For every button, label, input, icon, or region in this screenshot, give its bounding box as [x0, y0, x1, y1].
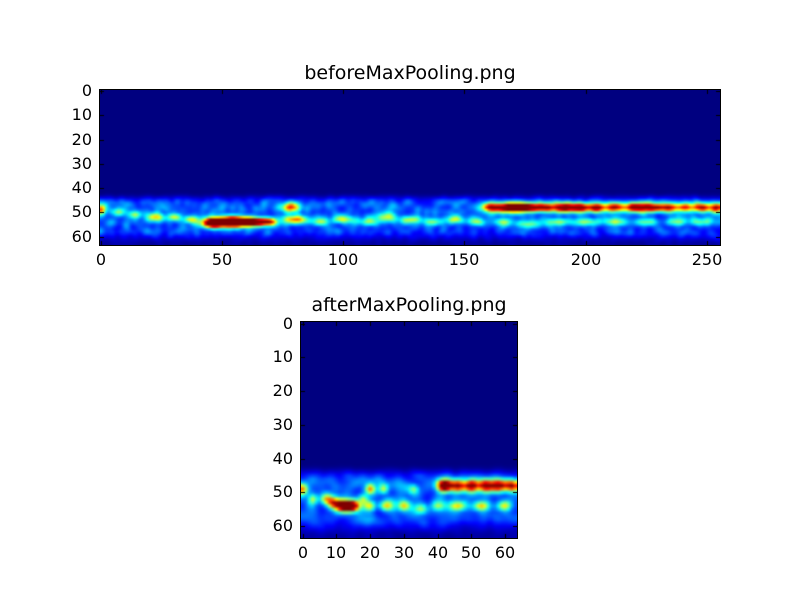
- y-tick-label: 20: [71, 130, 92, 149]
- x-tick-label: 20: [359, 543, 381, 562]
- before-maxpooling-heatmap-image: [100, 90, 720, 245]
- y-tick-label: 0: [81, 81, 92, 100]
- y-tick-label: 20: [272, 381, 293, 400]
- x-tick-label: 200: [570, 250, 602, 269]
- x-tick-label: 60: [494, 543, 516, 562]
- x-tick-label: 30: [393, 543, 415, 562]
- y-tick-label: 30: [71, 154, 92, 173]
- after-maxpooling-heatmap-image: [301, 322, 517, 538]
- y-tick-label: 40: [272, 449, 293, 468]
- y-tick-label: 50: [272, 482, 293, 501]
- y-tick-label: 60: [272, 516, 293, 535]
- x-tick-label: 100: [327, 250, 359, 269]
- before-maxpooling-title: beforeMaxPooling.png: [304, 62, 516, 84]
- before-maxpooling-plot: beforeMaxPooling.png 0 50 100 150 200 250 0 10 2…: [72, 64, 723, 268]
- x-tick-label: 250: [691, 250, 723, 269]
- x-tick-label: 0: [297, 543, 309, 562]
- y-tick-label: 10: [71, 105, 92, 124]
- x-tick-label: 150: [448, 250, 480, 269]
- x-tick-label: 40: [427, 543, 449, 562]
- x-tick-label: 50: [211, 250, 233, 269]
- x-tick-label: 50: [460, 543, 482, 562]
- y-tick-label: 0: [282, 314, 293, 333]
- x-tick-label: 10: [325, 543, 347, 562]
- after-maxpooling-plot: afterMaxPooling.png 0 10 20 30 40 50 60 0 10 20 30…: [273, 296, 518, 561]
- y-tick-label: 50: [71, 202, 92, 221]
- y-tick-label: 10: [272, 347, 293, 366]
- y-tick-label: 30: [272, 415, 293, 434]
- y-tick-label: 60: [71, 227, 92, 246]
- y-tick-label: 40: [71, 178, 92, 197]
- after-maxpooling-title: afterMaxPooling.png: [311, 294, 507, 316]
- x-tick-label: 0: [95, 250, 107, 269]
